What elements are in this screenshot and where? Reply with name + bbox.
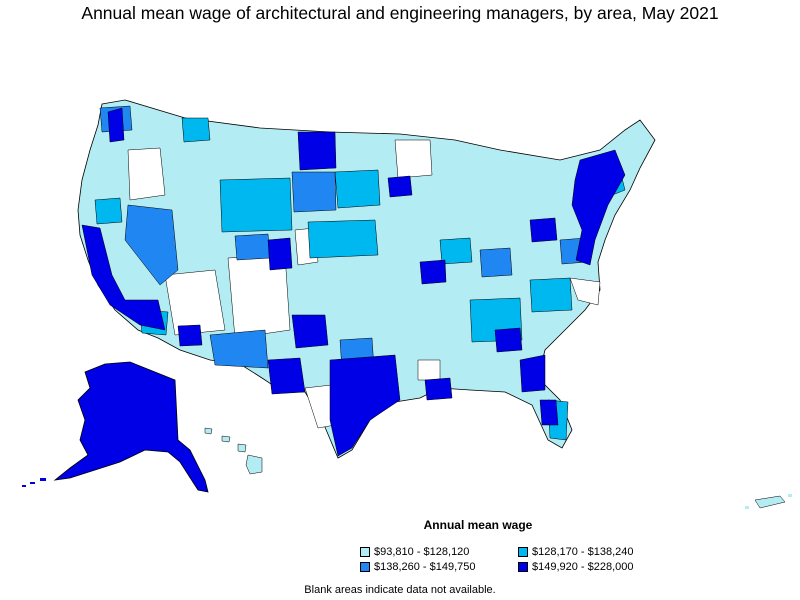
level3-area	[124, 204, 179, 286]
legend-label: $128,170 - $138,240	[532, 546, 634, 558]
blank-area	[164, 269, 226, 336]
level4-area	[419, 259, 447, 285]
legend-swatch	[518, 562, 528, 572]
level4-area	[494, 327, 523, 353]
hawaii-island	[245, 454, 263, 475]
hawaii-oahu	[221, 435, 231, 443]
aleutian-islands	[22, 478, 46, 487]
level3-area	[479, 247, 513, 278]
blank-area	[127, 147, 166, 201]
level4-area	[297, 131, 337, 171]
level4-area	[329, 354, 401, 457]
island	[745, 506, 749, 509]
hawaii	[204, 427, 263, 475]
level4-area	[571, 149, 626, 266]
legend-label: $149,920 - $228,000	[532, 561, 634, 573]
level4-area	[177, 324, 203, 347]
legend-item-2: $128,170 - $138,240	[518, 546, 634, 558]
level4-area	[519, 354, 546, 393]
island	[40, 478, 46, 481]
level4-area	[529, 217, 558, 243]
level4-areas	[81, 107, 626, 457]
level4-area	[81, 224, 166, 331]
legend-swatch	[518, 547, 528, 557]
island	[30, 482, 35, 484]
level2-area	[94, 197, 123, 225]
puerto-rico	[745, 494, 792, 509]
legend-item-1: $93,810 - $128,120	[360, 546, 469, 558]
hawaii-maui	[237, 443, 247, 453]
blank-area	[394, 139, 433, 179]
legend-item-4: $149,920 - $228,000	[518, 561, 634, 573]
legend-label: $138,260 - $149,750	[374, 561, 476, 573]
level4-area	[424, 377, 453, 401]
level2-area	[439, 237, 473, 265]
legend-label: $93,810 - $128,120	[374, 546, 470, 558]
puerto-rico-island	[754, 495, 786, 509]
level3-area	[234, 233, 271, 261]
level4-area	[267, 357, 306, 395]
level4-area	[387, 175, 413, 198]
level2-area	[219, 177, 293, 233]
legend-title: Annual mean wage	[423, 518, 533, 532]
level2-area	[307, 219, 379, 259]
island	[788, 494, 792, 497]
level4-area	[539, 399, 559, 426]
legend-swatch	[360, 547, 370, 557]
level4-area	[267, 237, 293, 271]
level2-area	[181, 117, 211, 143]
blank-area	[569, 277, 601, 306]
blank-area	[417, 359, 441, 381]
alaska	[53, 361, 209, 493]
legend-swatch	[360, 562, 370, 572]
footnote: Blank areas indicate data not available.	[304, 584, 496, 596]
legend-item-3: $138,260 - $149,750	[360, 561, 476, 573]
level4-area	[291, 314, 329, 349]
map-title: Annual mean wage of architectural and en…	[81, 3, 719, 23]
island	[22, 485, 26, 487]
level2-area	[334, 169, 381, 209]
hawaii-kauai	[204, 427, 213, 435]
level2-area	[529, 277, 573, 313]
level4-area	[107, 107, 125, 143]
level3-area	[209, 329, 269, 369]
level3-area	[291, 171, 337, 213]
